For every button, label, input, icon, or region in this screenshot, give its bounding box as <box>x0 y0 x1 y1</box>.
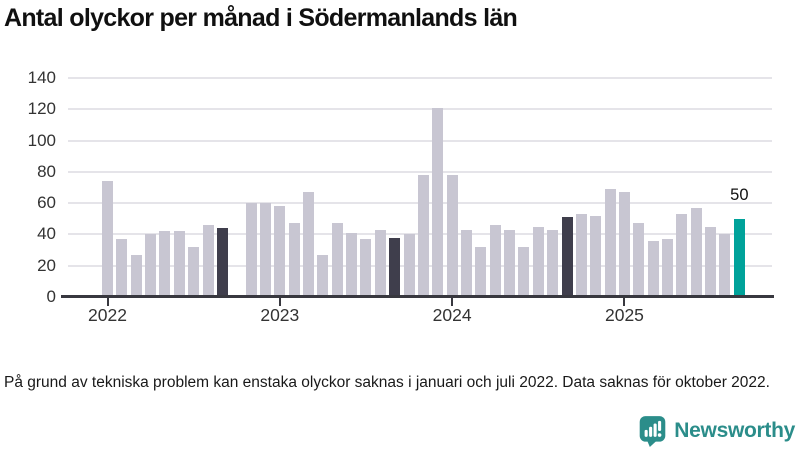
bar-2022-08 <box>202 225 214 297</box>
y-axis-tick-label: 80 <box>37 161 56 181</box>
bar-2023-12 <box>432 108 444 297</box>
bar-2025-01 <box>618 192 630 297</box>
gridline-y-120 <box>68 108 772 111</box>
bar-2023-07 <box>360 239 372 297</box>
x-axis-tick-2023 <box>278 298 281 306</box>
y-axis-tick-label: 40 <box>37 224 56 244</box>
bar-2022-06 <box>173 231 185 297</box>
bar-2022-12 <box>259 203 271 297</box>
bar-2023-03 <box>303 192 315 297</box>
x-axis-line <box>61 295 774 298</box>
bar-2024-12 <box>604 189 616 297</box>
gridline-y-100 <box>68 139 772 142</box>
newsworthy-logo-text: Newsworthy <box>674 419 795 442</box>
gridline-y-80 <box>68 170 772 173</box>
gridline-y-140 <box>68 77 772 79</box>
bar-2024-04 <box>489 225 501 297</box>
bar-2023-08 <box>374 230 386 297</box>
x-axis-tick-2024 <box>451 298 454 306</box>
bar-2023-10 <box>403 234 415 297</box>
bar-2024-09 <box>561 217 573 297</box>
bar-2022-09 <box>216 228 228 297</box>
bar-2022-11 <box>245 203 257 297</box>
bar-2023-02 <box>288 223 300 297</box>
bar-2022-07 <box>188 247 200 297</box>
bar-2023-09 <box>389 238 401 297</box>
bar-2025-04 <box>662 239 674 297</box>
bar-2025-02 <box>633 223 645 297</box>
footnote-text: På grund av tekniska problem kan enstaka… <box>4 374 770 391</box>
bar-2023-05 <box>331 223 343 297</box>
bar-2024-07 <box>532 227 544 297</box>
y-axis-tick-label: 20 <box>37 255 56 275</box>
bar-2025-06 <box>690 208 702 297</box>
bar-2025-07 <box>705 227 717 297</box>
x-axis-tick-label-2023: 2023 <box>260 305 300 325</box>
bar-2024-03 <box>475 247 487 297</box>
y-axis-tick-label: 0 <box>46 287 56 306</box>
y-axis-tick-label: 100 <box>27 130 56 150</box>
newsworthy-chart-bubble-icon <box>639 416 666 447</box>
x-axis-tick-label-2024: 2024 <box>432 305 472 325</box>
y-axis-tick-label: 140 <box>27 68 56 87</box>
bar-2022-05 <box>159 231 171 297</box>
plot-area: 50 <box>68 77 772 297</box>
bar-2024-02 <box>461 230 472 297</box>
bar-2022-04 <box>145 234 157 297</box>
y-axis-tick-label: 60 <box>37 193 56 213</box>
bar-2025-03 <box>647 241 659 297</box>
bar-2023-11 <box>417 175 429 297</box>
bar-2022-03 <box>130 255 142 297</box>
x-axis-tick-label-2022: 2022 <box>88 305 127 325</box>
bar-2022-02 <box>116 239 128 297</box>
bar-2024-01 <box>446 175 458 297</box>
bar-2022-01 <box>102 181 113 297</box>
bar-2024-05 <box>504 230 516 297</box>
bar-2023-04 <box>317 255 329 297</box>
bar-2023-01 <box>274 206 286 297</box>
bar-2025-05 <box>676 214 688 297</box>
x-axis-tick-label-2025: 2025 <box>604 305 644 325</box>
x-axis-tick-2022 <box>106 298 109 306</box>
bar-2024-10 <box>575 214 587 297</box>
newsworthy-logo: Newsworthy <box>638 415 795 447</box>
page-title: Antal olyckor per månad i Södermanlands … <box>4 4 518 32</box>
bar-2023-06 <box>346 233 358 297</box>
x-axis-tick-2025 <box>623 298 626 306</box>
bar-2024-08 <box>547 230 559 297</box>
bar-2024-11 <box>590 216 602 297</box>
bar-2025-09 <box>733 219 745 297</box>
bar-2024-06 <box>518 247 530 297</box>
bar-2025-08 <box>719 234 731 297</box>
latest-value-label: 50 <box>730 185 749 204</box>
y-axis-tick-label: 120 <box>27 99 56 119</box>
